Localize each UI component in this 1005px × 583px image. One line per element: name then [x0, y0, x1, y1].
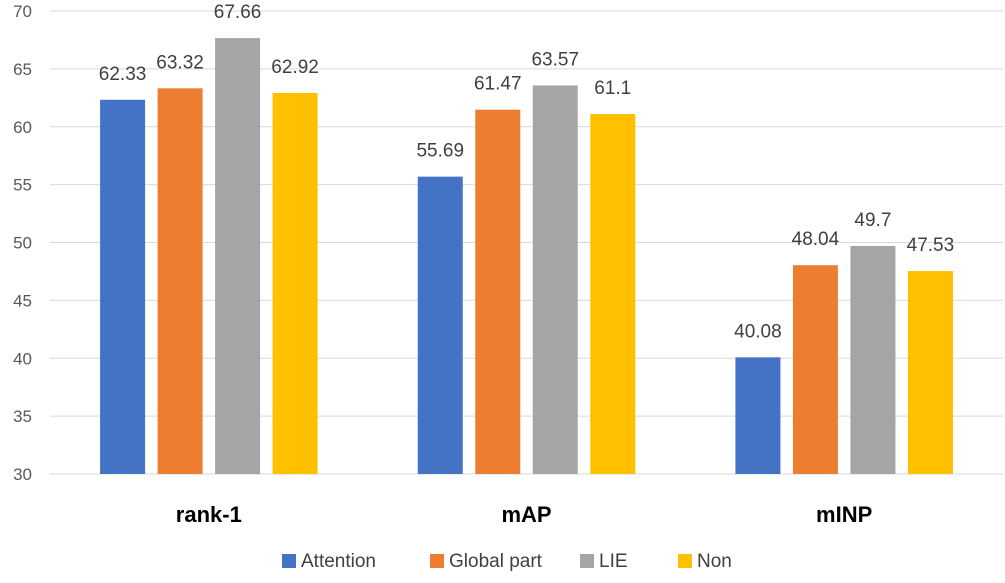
legend-swatch	[580, 554, 594, 568]
bar-non-rank-1	[272, 92, 318, 475]
y-tick-label: 30	[13, 465, 32, 484]
data-label: 48.04	[792, 229, 840, 250]
category-label-rank-1: rank-1	[176, 502, 242, 527]
y-tick-label: 35	[13, 407, 32, 426]
gridlines	[50, 10, 1003, 475]
y-tick-label: 60	[13, 118, 32, 137]
legend-item-global-part: Global part	[430, 551, 543, 572]
legend-label: LIE	[599, 551, 628, 572]
data-label: 62.33	[99, 64, 147, 85]
bar-global-part-map	[475, 109, 521, 475]
legend-swatch	[678, 554, 692, 568]
bar-attention-map	[417, 176, 463, 474]
legend-item-attention: Attention	[282, 551, 376, 572]
legend: Attention Global part LIE Non	[282, 551, 732, 572]
legend-label: Non	[697, 551, 732, 572]
y-tick-label: 55	[13, 176, 32, 195]
category-label-minp: mINP	[816, 502, 872, 527]
data-label: 47.53	[907, 235, 955, 256]
bar-global-part-rank-1	[157, 88, 203, 475]
data-label: 67.66	[214, 2, 262, 23]
bar-lie-rank-1	[215, 38, 261, 474]
bar-non-map	[590, 114, 636, 474]
bar-lie-minp	[850, 245, 896, 474]
data-labels: 62.33 63.32 67.66 62.92 55.69 61.47 63.57 61.1 4…	[99, 2, 954, 342]
data-label: 61.1	[594, 78, 631, 99]
y-tick-label: 65	[13, 60, 32, 79]
bar-global-part-minp	[792, 265, 838, 474]
legend-item-lie: LIE	[580, 551, 628, 572]
y-tick-label: 70	[13, 2, 32, 21]
legend-label: Attention	[301, 551, 376, 572]
bar-lie-map	[532, 85, 578, 474]
bar-attention-minp	[735, 357, 781, 474]
legend-swatch	[282, 554, 296, 568]
data-label: 61.47	[474, 74, 522, 95]
bar-non-minp	[907, 271, 953, 474]
category-label-map: mAP	[501, 502, 551, 527]
data-label: 62.92	[271, 57, 319, 78]
y-axis-ticks: 30 35 40 45 50 55 60 65 70	[13, 2, 32, 484]
legend-swatch	[430, 554, 444, 568]
data-label: 49.7	[854, 210, 891, 231]
data-label: 63.32	[156, 52, 204, 73]
bars	[100, 38, 953, 475]
data-label: 40.08	[734, 321, 782, 342]
legend-label: Global part	[449, 551, 543, 572]
y-tick-label: 45	[13, 291, 32, 310]
legend-item-non: Non	[678, 551, 732, 572]
data-label: 63.57	[531, 49, 579, 70]
category-labels: rank-1 mAP mINP	[176, 502, 872, 527]
y-tick-label: 50	[13, 234, 32, 253]
data-label: 55.69	[416, 141, 464, 162]
bar-attention-rank-1	[100, 99, 146, 475]
y-tick-label: 40	[13, 349, 32, 368]
